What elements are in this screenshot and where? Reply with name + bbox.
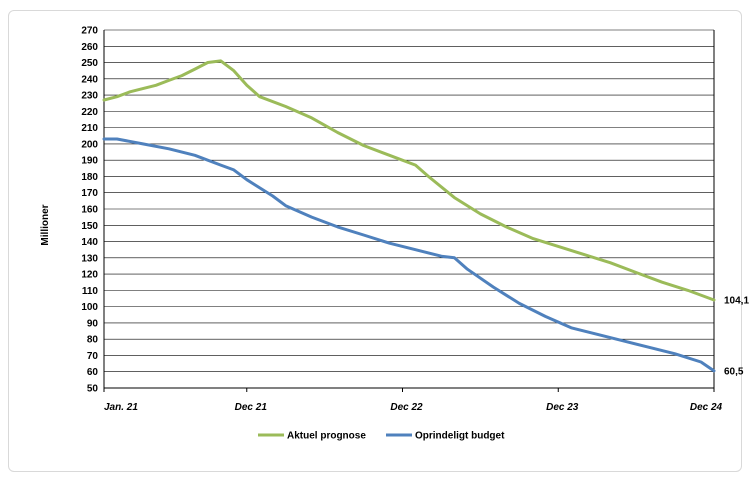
y-tick-label: 230 bbox=[81, 91, 98, 102]
y-tick-label: 90 bbox=[87, 318, 99, 329]
y-axis-label: Millioner bbox=[40, 204, 51, 245]
y-tick-label: 150 bbox=[81, 221, 98, 232]
y-tick-label: 200 bbox=[81, 139, 98, 150]
series-end-label: 104,1 bbox=[724, 295, 749, 306]
y-tick-label: 110 bbox=[82, 286, 99, 297]
y-tick-label: 160 bbox=[81, 205, 98, 216]
y-tick-label: 270 bbox=[81, 26, 98, 37]
y-tick-label: 250 bbox=[81, 58, 98, 69]
y-tick-label: 240 bbox=[81, 74, 98, 85]
y-tick-label: 100 bbox=[81, 302, 98, 313]
y-tick-label: 70 bbox=[87, 351, 99, 362]
legend: Aktuel prognose Oprindeligt budget bbox=[258, 431, 505, 442]
x-tick-labels: Jan. 21 Dec 21 Dec 22 Dec 23 Dec 24 bbox=[104, 402, 723, 413]
series-line-oprindeligt-budget bbox=[102, 137, 716, 373]
y-tick-label: 260 bbox=[81, 42, 98, 53]
y-tick-label: 60 bbox=[87, 367, 99, 378]
x-tick-label: Jan. 21 bbox=[104, 402, 138, 413]
axes bbox=[103, 30, 715, 392]
y-tick-label: 180 bbox=[81, 172, 98, 183]
y-tick-label: 50 bbox=[87, 384, 99, 395]
x-tick-label: Dec 22 bbox=[390, 402, 423, 413]
series-line-aktuel-prognose bbox=[102, 59, 716, 302]
series-lines bbox=[102, 59, 716, 373]
y-tick-label: 220 bbox=[81, 107, 98, 118]
y-tick-label: 170 bbox=[81, 188, 98, 199]
x-tick-label: Dec 24 bbox=[690, 402, 723, 413]
legend-label: Oprindeligt budget bbox=[415, 431, 505, 442]
series-end-label: 60,5 bbox=[724, 366, 744, 377]
end-labels: 104,1 60,5 bbox=[724, 295, 749, 377]
y-tick-labels: 50 60 70 80 90 100 110 120 130 140 150 160 170 180 190… bbox=[81, 26, 98, 395]
y-tick-label: 120 bbox=[81, 270, 98, 281]
gridlines bbox=[104, 29, 714, 389]
y-tick-label: 130 bbox=[81, 253, 98, 264]
y-tick-label: 190 bbox=[81, 156, 98, 167]
y-tick-label: 210 bbox=[81, 123, 98, 134]
y-tick-label: 80 bbox=[87, 335, 99, 346]
chart-frame bbox=[8, 10, 742, 472]
legend-label: Aktuel prognose bbox=[287, 431, 366, 442]
x-tick-label: Dec 23 bbox=[546, 402, 579, 413]
y-tick-label: 140 bbox=[81, 237, 98, 248]
x-tick-label: Dec 21 bbox=[235, 402, 268, 413]
